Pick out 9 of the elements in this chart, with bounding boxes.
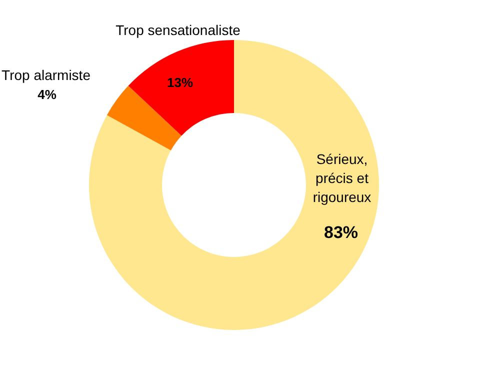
slice-label: Sérieux, précis et rigoureux (312, 151, 372, 205)
donut-slice (89, 40, 379, 330)
donut-slice (128, 40, 234, 136)
donut-slice (106, 86, 182, 150)
data-label: 83% (324, 223, 358, 242)
data-label: 13% (166, 75, 194, 90)
data-label: 4% (38, 87, 57, 102)
slice-label: Trop alarmiste (2, 67, 91, 83)
slice-label: Trop sensationaliste (116, 22, 241, 38)
